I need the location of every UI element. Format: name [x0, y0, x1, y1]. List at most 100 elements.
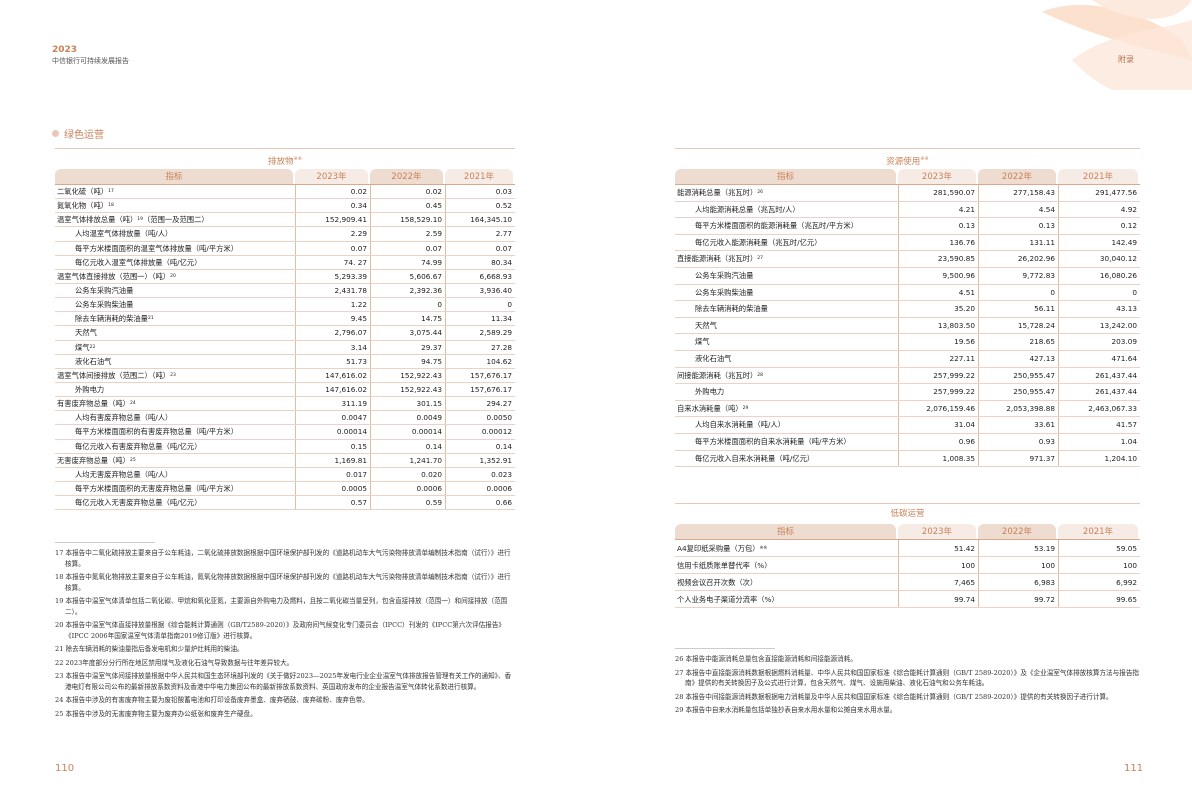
row-label: 煤气22	[55, 341, 295, 354]
cell-value: 261,437.44	[1058, 384, 1140, 400]
cell-value: 104.62	[445, 354, 515, 368]
report-title: 中信银行可持续发展报告	[52, 57, 129, 65]
table-row: 自来水消耗量（吨）29 2,076,159.46 2,053,398.88 2,463…	[675, 400, 1140, 418]
row-label: 公务车采购柴油量	[675, 285, 898, 301]
column-header: 指标	[675, 524, 896, 539]
row-label-text: 每亿元收入无害废弃物总量（吨/亿元）	[75, 498, 202, 508]
cell-value: 0.07	[370, 241, 445, 255]
row-label: 每平方米楼面面积的自来水消耗量（吨/平方米）	[675, 434, 898, 450]
footnote-ref: 21	[147, 316, 154, 322]
column-header: 2022年	[370, 169, 443, 184]
cell-value: 29.37	[370, 340, 445, 354]
row-label: 人均无害废弃物总量（吨/人）	[55, 468, 295, 481]
cell-value: 164,345.10	[445, 213, 515, 227]
row-label-text: 人均有害废弃物总量（吨/人）	[75, 413, 173, 423]
row-label-text: 人均能源消耗总量（兆瓦时/人）	[695, 204, 800, 214]
row-label: 人均温室气体排放量（吨/人）	[55, 227, 295, 240]
row-label-text: 公务车采购汽油量	[75, 285, 134, 295]
row-label-text: 每平方米楼面面积的有害废弃物总量（吨/平方米）	[75, 427, 238, 437]
row-label-text: 能源消耗总量（兆瓦时）	[677, 188, 758, 197]
footnote: 19 本报告中温室气体清单包括二氧化碳、甲烷和氧化亚氮，主要源自外购电力及燃料，…	[55, 597, 508, 616]
cell-value: 218.65	[978, 334, 1058, 350]
cell-value: 0.03	[445, 185, 515, 199]
cell-value: 0.023	[445, 467, 515, 481]
row-label-text: 煤气	[75, 342, 90, 352]
table-top-rule	[55, 148, 515, 149]
cell-value: 6,983	[978, 574, 1058, 590]
table-header: 指标 2023年 2022年 2021年	[675, 524, 1140, 540]
table-row: 煤气22 3.14 29.37 27.28	[55, 340, 515, 355]
cell-value: 0.0006	[370, 481, 445, 496]
table-title: 资源使用※※	[675, 149, 1140, 169]
row-label: 直接能源消耗（兆瓦时）27	[675, 251, 898, 267]
column-header: 2021年	[1058, 524, 1138, 539]
cell-value: 3,075.44	[370, 326, 445, 340]
row-label-text: A4复印纸采购量（万包）	[677, 544, 760, 553]
row-label-text: 二氧化硫（吨）	[57, 187, 109, 196]
cell-value: 227.11	[898, 350, 978, 367]
emissions-table: 排放物※※ 指标 2023年 2022年 2021年 二氧化硫（吨）17 0.02 0.02 0…	[55, 148, 515, 511]
row-label: 温室气体间接排放（范围二）（吨）23	[55, 369, 295, 382]
cell-value: 1,169.81	[295, 453, 370, 467]
cell-value: 2.77	[445, 227, 515, 241]
flower-decoration	[1042, 0, 1192, 90]
cell-value: 0.34	[295, 199, 370, 213]
footnote-ref: 26	[757, 190, 763, 195]
cell-value: 152,909.41	[295, 213, 370, 227]
cell-value: 0.13	[898, 218, 978, 234]
footnotes-right: 26 本报告中能源消耗总量包含直接能源消耗和间接能源消耗。 27 本报告中直接能源…	[675, 654, 1140, 719]
footnote-divider	[675, 648, 775, 649]
table-row: 氮氧化物（吨）18 0.34 0.45 0.52	[55, 199, 515, 214]
cell-value: 427.13	[978, 350, 1058, 367]
row-label: 液化石油气	[675, 351, 898, 367]
column-header: 指标	[675, 169, 896, 184]
cell-value: 6,668.93	[445, 269, 515, 283]
table-row: 人均能源消耗总量（兆瓦时/人） 4.21 4.54 4.92	[675, 201, 1140, 219]
cell-value: 31.04	[898, 417, 978, 433]
cell-value: 1,241.70	[370, 453, 445, 467]
cell-value: 1.04	[1058, 433, 1140, 450]
row-label-text: 有害废弃物总量（吨）	[57, 399, 130, 409]
cell-value: 51.73	[295, 354, 370, 368]
row-label: 公务车采购汽油量	[55, 284, 295, 297]
cell-value: 51.42	[898, 540, 978, 556]
cell-value: 971.37	[978, 450, 1058, 467]
cell-value: 9,772.83	[978, 267, 1058, 284]
footnote-ref: 18	[108, 203, 114, 209]
row-label-text: 个人业务电子渠道分流率（%）	[677, 595, 779, 604]
table-row: 直接能源消耗（兆瓦时）27 23,590.85 26,202.96 30,040.12	[675, 251, 1140, 268]
section-heading: 绿色运营	[52, 126, 104, 141]
cell-value: 0	[1058, 284, 1140, 301]
table-row: 人均自来水消耗量（吨/人） 31.04 33.61 41.57	[675, 417, 1140, 434]
cell-value: 142.49	[1058, 234, 1140, 251]
cell-value: 2,589.29	[445, 326, 515, 340]
footnote-ref: 25	[129, 457, 136, 463]
row-label: 外购电力	[55, 383, 295, 396]
cell-value: 1.22	[295, 298, 370, 312]
row-label-text: 每平方米楼面面积的无害废弃物总量（吨/平方米）	[75, 483, 238, 493]
cell-value: 0.00014	[370, 425, 445, 439]
row-label-text: 每平方米楼面面积的能源消耗量（兆瓦时/平方米）	[695, 221, 858, 231]
footnote: 29 本报告中自来水消耗量包括单独抄表自来水用水量和公摊自来水用水量。	[675, 706, 897, 714]
row-label-text: 除去车辆消耗的柴油量	[75, 314, 148, 324]
row-label-text: 每亿元收入能源消耗量（兆瓦时/亿元）	[695, 237, 822, 247]
cell-value: 0.66	[445, 496, 515, 510]
cell-value: 9.45	[295, 312, 370, 326]
row-label: 人均能源消耗总量（兆瓦时/人）	[675, 202, 898, 218]
cell-value: 4.92	[1058, 201, 1140, 218]
low-carbon-table: 低碳运营 指标 2023年 2022年 2021年 A4复印纸采购量（万包）※※ 51.42…	[675, 503, 1140, 608]
row-label-suffix: （范围一及范围二）	[143, 215, 209, 225]
table-title-text: 资源使用	[886, 156, 921, 167]
cell-value: 35.20	[898, 301, 978, 317]
cell-value: 0.020	[370, 467, 445, 481]
table-row: 温室气体间接排放（范围二）（吨）23 147,616.02 152,922.43 15…	[55, 368, 515, 383]
cell-value: 0.57	[295, 496, 370, 510]
column-header: 指标	[55, 169, 293, 184]
cell-value: 2,463,067.33	[1058, 400, 1140, 417]
footnote-ref: ※※	[759, 546, 768, 551]
cell-value: 2.59	[370, 227, 445, 241]
table-row: 外购电力 147,616.02 152,922.43 157,676.17	[55, 382, 515, 398]
cell-value: 43.13	[1058, 301, 1140, 317]
table-row: 间接能源消耗（兆瓦时）28 257,999.22 250,955.47 261,437…	[675, 367, 1140, 385]
cell-value: 0.0050	[445, 411, 515, 425]
